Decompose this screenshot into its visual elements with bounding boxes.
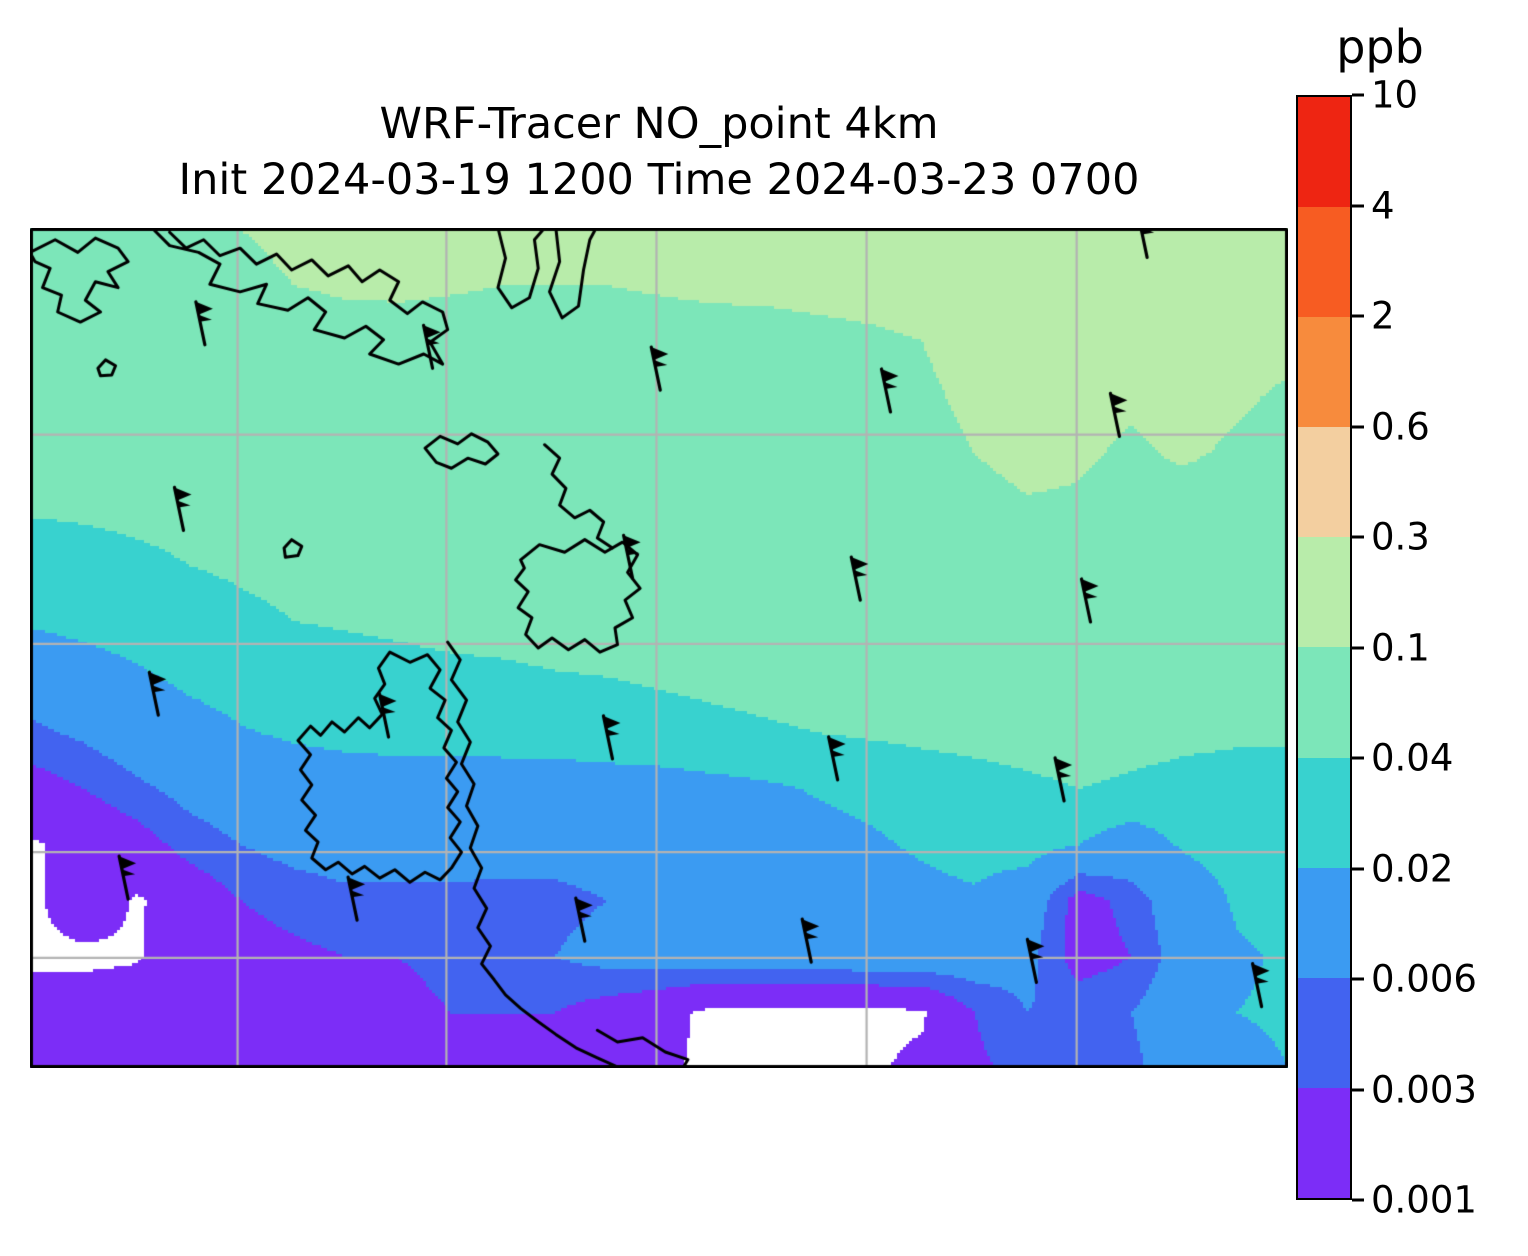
colorbar-tick-mark xyxy=(1352,535,1364,539)
colorbar-tick: 0.1 xyxy=(1352,629,1430,666)
colorbar-tick-label: 10 xyxy=(1371,73,1419,117)
colorbar-tick: 2 xyxy=(1352,298,1395,335)
colorbar-tick: 0.6 xyxy=(1352,408,1430,445)
colorbar-tick: 0.04 xyxy=(1352,740,1453,777)
colorbar-tick-mark xyxy=(1352,646,1364,649)
colorbar-tick: 10 xyxy=(1352,77,1418,114)
colorbar-tick: 0.003 xyxy=(1352,1071,1477,1108)
colorbar-tick-mark xyxy=(1352,204,1364,207)
colorbar-tick-label: 0.006 xyxy=(1371,957,1477,1001)
colorbar-tick-label: 2 xyxy=(1371,294,1395,338)
colorbar-segment xyxy=(1298,757,1350,868)
colorbar-segments xyxy=(1298,97,1350,1198)
colorbar-tick-label: 4 xyxy=(1371,184,1395,227)
colorbar-segment xyxy=(1298,317,1350,428)
colorbar-tick-label: 0.3 xyxy=(1371,515,1430,559)
colorbar-tick: 0.02 xyxy=(1352,850,1453,887)
colorbar-tick-label: 0.04 xyxy=(1371,736,1454,780)
colorbar-tick-mark xyxy=(1352,425,1364,428)
colorbar-segment xyxy=(1298,537,1350,648)
colorbar-tick-mark xyxy=(1352,1198,1364,1202)
colorbar-tick: 4 xyxy=(1352,187,1395,224)
colorbar-tick-label: 0.001 xyxy=(1371,1178,1477,1222)
plot-title-line1: WRF-Tracer NO_point 4km xyxy=(379,99,939,149)
colorbar-tick-label: 0.6 xyxy=(1371,405,1430,448)
colorbar-tick-mark xyxy=(1352,867,1364,870)
colorbar xyxy=(1296,95,1352,1200)
colorbar-tick-label: 0.1 xyxy=(1371,626,1430,669)
colorbar-segment xyxy=(1298,97,1350,208)
colorbar-tick: 0.3 xyxy=(1352,519,1430,556)
colorbar-tick: 0.001 xyxy=(1352,1182,1477,1219)
colorbar-tick: 0.006 xyxy=(1352,961,1477,998)
colorbar-tick-mark xyxy=(1352,756,1364,760)
colorbar-segment xyxy=(1298,1087,1350,1198)
colorbar-segment xyxy=(1298,647,1350,758)
colorbar-tick-label: 0.02 xyxy=(1371,847,1454,890)
colorbar-segment xyxy=(1298,867,1350,978)
tracer-concentration-map xyxy=(30,228,1288,1068)
plot-title-line2: Init 2024-03-19 1200 Time 2024-03-23 070… xyxy=(178,155,1140,205)
colorbar-segment xyxy=(1298,427,1350,538)
colorbar-units-label: ppb xyxy=(1336,20,1424,74)
colorbar-tick-label: 0.003 xyxy=(1371,1068,1477,1111)
plot-title: WRF-Tracer NO_point 4km Init 2024-03-19 … xyxy=(30,96,1288,208)
colorbar-tick-mark xyxy=(1352,977,1364,981)
colorbar-tick-mark xyxy=(1352,1088,1364,1091)
colorbar-tick-mark xyxy=(1352,93,1364,97)
colorbar-segment xyxy=(1298,207,1350,318)
colorbar-tick-mark xyxy=(1352,314,1364,318)
colorbar-ticks: 10 4 2 0.6 0.3 0.1 0.04 0.02 0.006 0.003 0.001 xyxy=(1352,77,1528,1219)
colorbar-segment xyxy=(1298,977,1350,1088)
